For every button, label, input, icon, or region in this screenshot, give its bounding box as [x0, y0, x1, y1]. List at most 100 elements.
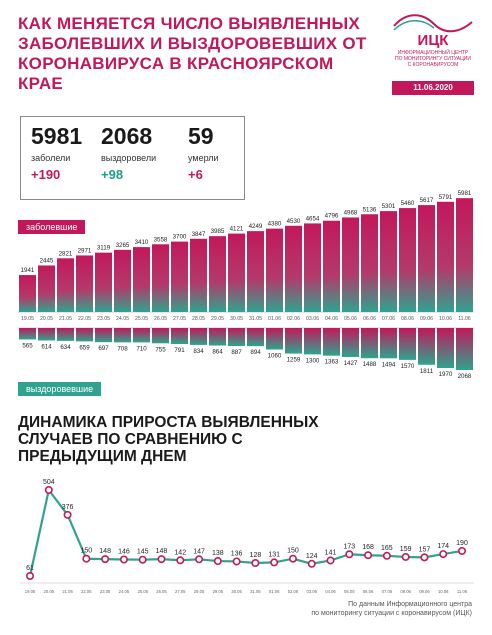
date-label: 09.06	[420, 316, 433, 322]
growth-point	[382, 551, 391, 560]
growth-date-label: 04.06	[325, 589, 336, 594]
title-line: ЗАБОЛЕВШИХ И ВЫЗДОРОВЕВШИХ ОТ	[18, 34, 367, 53]
growth-point	[44, 485, 53, 494]
growth-date-label: 23.05	[100, 589, 111, 594]
recovered-value-label: 1363	[325, 359, 339, 366]
growth-value-label: 141	[325, 549, 337, 556]
growth-value-label: 136	[231, 550, 243, 557]
sick-value-label: 5460	[401, 200, 415, 207]
recovered-bar	[437, 328, 454, 369]
sick-value-label: 5617	[420, 197, 434, 204]
stat-sick-value: 5981	[31, 123, 83, 149]
growth-value-label: 168	[362, 544, 374, 551]
recovered-bar	[95, 328, 112, 343]
growth-date-label: 02.06	[288, 589, 299, 594]
date-label: 29.05	[211, 316, 224, 322]
growth-date-label: 27.05	[175, 589, 186, 594]
recovered-value-label: 1060	[268, 353, 282, 360]
growth-date-label: 22.05	[81, 589, 92, 594]
growth-point	[213, 557, 222, 566]
sick-bar	[171, 241, 188, 312]
growth-value-label: 138	[212, 550, 224, 557]
recovered-value-label: 1970	[439, 371, 453, 378]
sick-value-label: 2971	[78, 247, 92, 254]
date-label: 27.05	[173, 316, 186, 322]
growth-date-label: 07.06	[382, 589, 393, 594]
growth-point	[364, 551, 373, 560]
sick-value-label: 2821	[59, 250, 73, 257]
date-label: 22.05	[78, 316, 91, 322]
date-label: 28.05	[192, 316, 205, 322]
growth-value-label: 159	[400, 546, 412, 553]
growth-date-label: 20.05	[44, 589, 55, 594]
sick-bar	[19, 275, 36, 312]
source-line: По данным Информационного центра	[348, 601, 472, 608]
logo-text: ИЦК	[418, 32, 450, 48]
sick-bar	[399, 208, 416, 312]
date-label: 02.06	[287, 316, 300, 322]
stats-box: 5981 заболели +190 2068 выздоровели +98 …	[20, 116, 245, 200]
recovered-value-label: 791	[174, 347, 185, 354]
growth-title-line: ДИНАМИКА ПРИРОСТА ВЫЯВЛЕННЫХ	[18, 414, 319, 431]
recovered-value-label: 2068	[458, 373, 472, 380]
growth-point	[326, 556, 335, 565]
recovered-value-label: 634	[60, 344, 71, 351]
recovered-bar	[171, 328, 188, 345]
title-line: КАК МЕНЯЕТСЯ ЧИСЛО ВЫЯВЛЕННЫХ	[18, 14, 361, 33]
date-label: 23.05	[97, 316, 110, 322]
stat-recovered-delta: +98	[101, 167, 124, 182]
recovered-value-label: 1570	[401, 363, 415, 370]
date-label: 08.06	[401, 316, 414, 322]
recovered-bar	[76, 328, 93, 342]
growth-date-label: 26.05	[156, 589, 167, 594]
stat-recovered-value: 2068	[101, 123, 153, 149]
logo-icon: ИЦК	[393, 14, 473, 48]
recovered-value-label: 565	[22, 342, 33, 349]
date-badge: 11.06.2020	[392, 81, 474, 95]
recovered-bar	[114, 328, 131, 343]
growth-point	[138, 555, 147, 564]
date-label: 19.05	[21, 316, 34, 322]
sick-bar	[361, 214, 378, 312]
growth-date-label: 24.05	[119, 589, 130, 594]
growth-point	[251, 558, 260, 567]
growth-title-line: СЛУЧАЕВ ПО СРАВНЕНИЮ С	[18, 431, 243, 448]
growth-point	[345, 550, 354, 559]
date-label: 03.06	[306, 316, 319, 322]
growth-date-label: 01.06	[269, 589, 280, 594]
logo-subtitle: ИНФОРМАЦИОННЫЙ ЦЕНТР ПО МОНИТОРИНГУ СИТУ…	[392, 50, 474, 68]
date-label: 30.05	[230, 316, 243, 322]
sick-bar	[38, 265, 55, 312]
growth-date-label: 30.05	[231, 589, 242, 594]
recovered-value-label: 1811	[420, 368, 434, 375]
growth-date-label: 10.06	[438, 589, 449, 594]
sick-value-label: 5791	[439, 194, 453, 201]
stat-recovered: 2068 выздоровели +98	[101, 123, 156, 182]
date-label: 24.05	[116, 316, 129, 322]
recovered-bar	[418, 328, 435, 365]
sick-bar	[133, 247, 150, 312]
sick-bar	[228, 233, 245, 312]
growth-date-label: 06.06	[363, 589, 374, 594]
growth-value-label: 61	[26, 565, 34, 572]
sick-bar	[57, 258, 74, 312]
sick-bar	[323, 220, 340, 312]
date-label: 11.06	[458, 316, 471, 322]
title-line: КОРОНАВИРУСА В КРАСНОЯРСКОМ	[18, 54, 334, 73]
growth-line	[28, 488, 463, 577]
growth-chart-title: ДИНАМИКА ПРИРОСТА ВЫЯВЛЕННЫХ СЛУЧАЕВ ПО …	[18, 414, 488, 465]
logo: ИЦК ИНФОРМАЦИОННЫЙ ЦЕНТР ПО МОНИТОРИНГУ …	[392, 14, 474, 68]
growth-value-label: 190	[456, 540, 468, 547]
recovered-value-label: 1300	[306, 357, 320, 364]
recovered-bar	[399, 328, 416, 360]
sick-value-label: 4380	[268, 221, 282, 228]
sick-bar	[114, 249, 131, 312]
sick-value-label: 4654	[306, 215, 320, 222]
sick-bar	[304, 223, 321, 312]
recovered-value-label: 864	[212, 349, 223, 356]
recovered-bar	[304, 328, 321, 355]
growth-point	[82, 554, 91, 563]
growth-date-label: 28.05	[194, 589, 205, 594]
source-note: По данным Информационного центра по мони…	[260, 600, 472, 618]
sick-value-label: 3265	[116, 242, 130, 249]
